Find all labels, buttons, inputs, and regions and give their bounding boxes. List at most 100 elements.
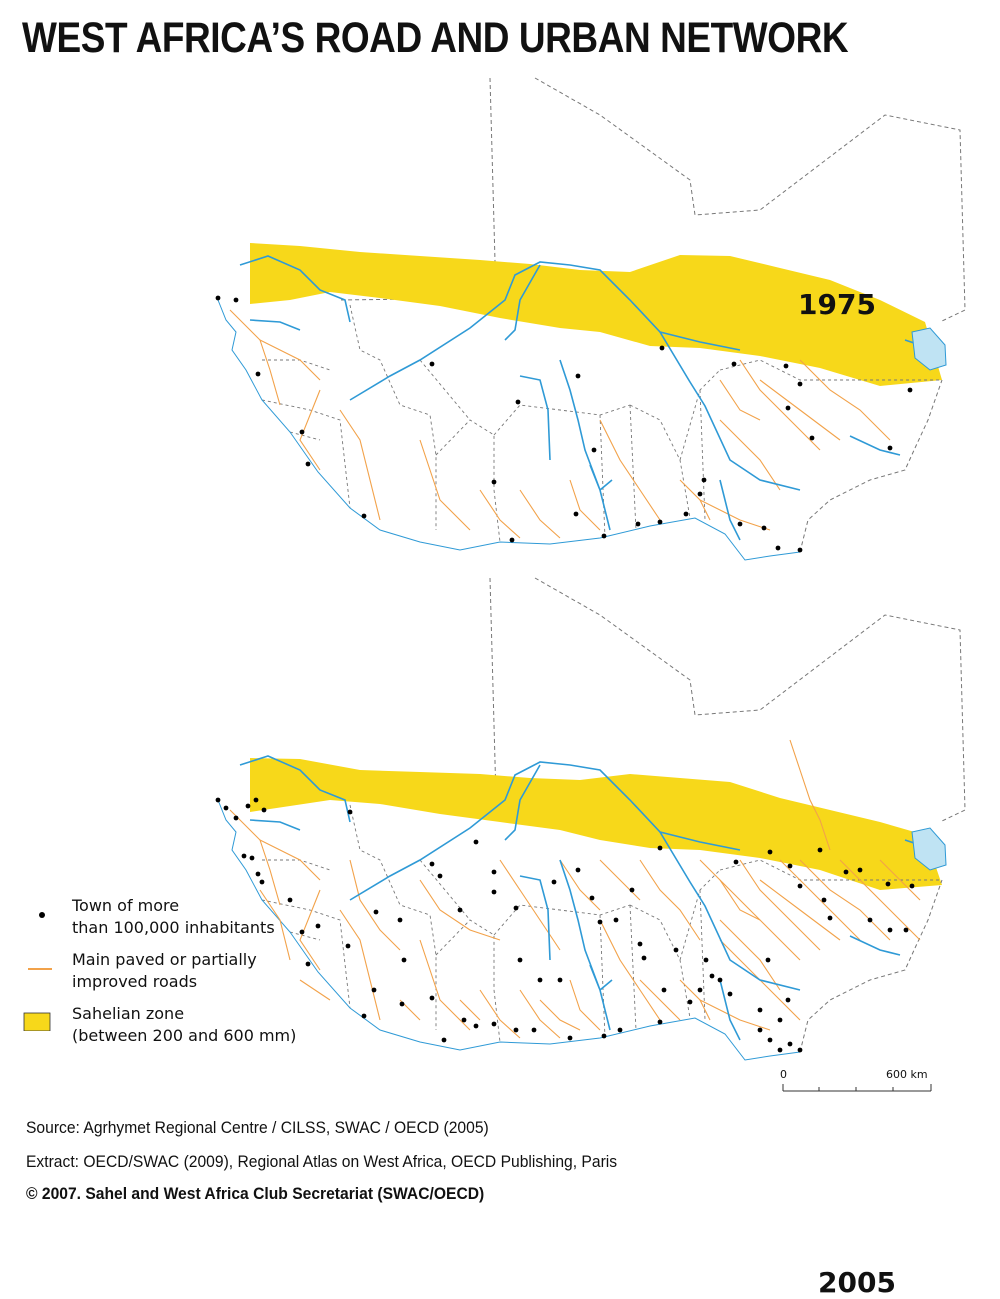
town-dot [551, 879, 557, 885]
town-dot [617, 1027, 623, 1033]
town-dot [515, 399, 521, 405]
town-dot [305, 461, 311, 467]
town-dot [657, 1019, 663, 1025]
town-dot [733, 859, 739, 865]
town-dot [575, 867, 581, 873]
road-network [229, 809, 891, 1039]
town-dot [491, 479, 497, 485]
town-dot [299, 429, 305, 435]
town-dot [697, 987, 703, 993]
town-dot [843, 869, 849, 875]
town-dot [885, 881, 891, 887]
town-dot [641, 955, 647, 961]
town-dot [429, 861, 435, 867]
town-dot [589, 895, 595, 901]
town-dot [727, 991, 733, 997]
town-dot [697, 491, 703, 497]
legend-towns-line2: than 100,000 inhabitants [72, 918, 275, 937]
town-dot [777, 1017, 783, 1023]
town-dot [717, 977, 723, 983]
town-dot [797, 883, 803, 889]
town-dot [635, 521, 641, 527]
town-dot [737, 521, 743, 527]
town-dot [397, 917, 403, 923]
town-dot [371, 987, 377, 993]
town-dot [233, 297, 239, 303]
town-dot [287, 897, 293, 903]
town-dot [787, 863, 793, 869]
town-dot [827, 915, 833, 921]
town-dot [709, 973, 715, 979]
town-dot [701, 477, 707, 483]
town-dot-icon [39, 912, 45, 918]
town-dot [473, 1023, 479, 1029]
town-dot [429, 995, 435, 1001]
town-dot [797, 547, 803, 553]
town-dot [253, 797, 259, 803]
town-dot [223, 805, 229, 811]
town-dot [437, 873, 443, 879]
map-1975-graphic [215, 77, 966, 561]
town-dot [785, 405, 791, 411]
scale-bar: 0 600 km [780, 1068, 940, 1108]
town-dot [401, 957, 407, 963]
town-dot [473, 839, 479, 845]
map-year-label: 1975 [798, 288, 876, 321]
scale-end-label: 600 km [886, 1068, 928, 1081]
town-dot [661, 987, 667, 993]
town-dot [315, 923, 321, 929]
town-dot [777, 1047, 783, 1053]
town-dot [817, 847, 823, 853]
legend-item-sahel: Sahelian zone (between 200 and 600 mm) [22, 1003, 322, 1057]
town-dot [903, 927, 909, 933]
town-dot [255, 371, 261, 377]
town-dot [517, 957, 523, 963]
town-dot [461, 1017, 467, 1023]
legend-sahel-line2: (between 200 and 600 mm) [72, 1026, 297, 1045]
town-dot [857, 867, 863, 873]
town-dot [215, 295, 221, 301]
town-dot [573, 511, 579, 517]
town-dot [259, 879, 265, 885]
road-line-icon [28, 968, 52, 970]
copyright-line: © 2007. Sahel and West Africa Club Secre… [26, 1184, 485, 1203]
town-dot [683, 511, 689, 517]
town-dot [601, 1033, 607, 1039]
town-dot [591, 447, 597, 453]
town-dot [887, 445, 893, 451]
scale-start-label: 0 [780, 1068, 787, 1081]
town-dot [531, 1027, 537, 1033]
town-dot [557, 977, 563, 983]
town-dot [783, 363, 789, 369]
eastern-border [799, 879, 943, 1053]
legend-roads-line1: Main paved or partially [72, 950, 257, 969]
town-dot [249, 855, 255, 861]
town-dot [687, 999, 693, 1005]
town-dot [491, 889, 497, 895]
legend-roads-line2: improved roads [72, 972, 198, 991]
town-dot [657, 519, 663, 525]
town-dot [361, 513, 367, 519]
town-dot [757, 1027, 763, 1033]
town-dot [775, 545, 781, 551]
town-dot [513, 1027, 519, 1033]
town-dot [821, 897, 827, 903]
town-dot [457, 907, 463, 913]
town-dot [785, 997, 791, 1003]
coastline [217, 799, 801, 1061]
town-dot [659, 345, 665, 351]
town-dot [757, 1007, 763, 1013]
legend: Town of more than 100,000 inhabitants Ma… [22, 895, 322, 1057]
town-dot [299, 929, 305, 935]
town-dot [629, 887, 635, 893]
map-1975: 1975 [0, 60, 1000, 580]
sahel-zone-swatch-icon [23, 1012, 51, 1031]
town-dot [703, 957, 709, 963]
town-dot [767, 849, 773, 855]
eastern-border [799, 379, 943, 553]
town-dot [255, 871, 261, 877]
sahelian-zone [250, 243, 942, 386]
town-dot [601, 533, 607, 539]
town-dot [399, 1001, 405, 1007]
map-year-label: 2005 [818, 1266, 896, 1299]
